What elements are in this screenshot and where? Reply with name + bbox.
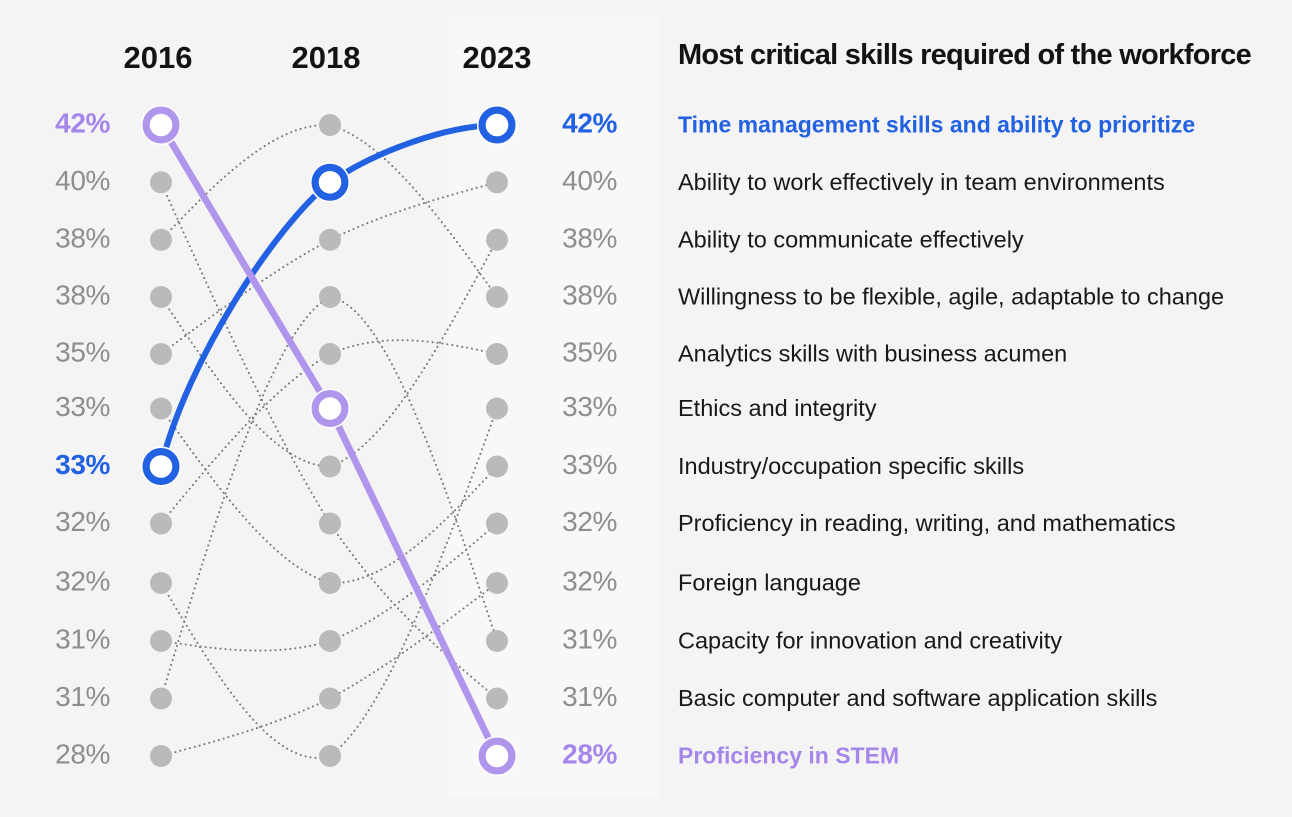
svg-text:38%: 38% — [562, 222, 617, 253]
svg-text:32%: 32% — [562, 506, 617, 537]
svg-text:Proficiency in STEM: Proficiency in STEM — [678, 743, 899, 769]
svg-text:2016: 2016 — [124, 40, 193, 75]
svg-text:31%: 31% — [55, 681, 110, 712]
svg-text:40%: 40% — [55, 165, 110, 196]
svg-text:Proficiency in reading, writin: Proficiency in reading, writing, and mat… — [678, 510, 1176, 536]
svg-text:Ability to work effectively in: Ability to work effectively in team envi… — [678, 169, 1165, 195]
svg-text:40%: 40% — [562, 165, 617, 196]
svg-text:28%: 28% — [55, 739, 110, 770]
svg-text:31%: 31% — [562, 624, 617, 655]
svg-text:Ethics and integrity: Ethics and integrity — [678, 395, 877, 421]
svg-text:32%: 32% — [562, 566, 617, 597]
svg-text:Willingness to be flexible, ag: Willingness to be flexible, agile, adapt… — [678, 284, 1224, 310]
svg-text:35%: 35% — [55, 337, 110, 368]
svg-text:28%: 28% — [562, 739, 617, 770]
svg-text:42%: 42% — [55, 108, 110, 139]
svg-text:Foreign language: Foreign language — [678, 570, 861, 596]
svg-text:Most critical skills required: Most critical skills required of the wor… — [678, 39, 1252, 71]
svg-text:31%: 31% — [55, 624, 110, 655]
svg-text:31%: 31% — [562, 681, 617, 712]
svg-text:Analytics skills with business: Analytics skills with business acumen — [678, 341, 1067, 367]
svg-text:32%: 32% — [55, 566, 110, 597]
svg-text:35%: 35% — [562, 337, 617, 368]
svg-text:Ability to communicate effecti: Ability to communicate effectively — [678, 226, 1024, 252]
svg-text:2023: 2023 — [463, 40, 532, 75]
svg-text:Time management skills and abi: Time management skills and ability to pr… — [678, 112, 1195, 138]
svg-text:33%: 33% — [562, 449, 617, 480]
svg-text:33%: 33% — [55, 449, 110, 480]
svg-text:2018: 2018 — [292, 40, 361, 75]
svg-text:32%: 32% — [55, 506, 110, 537]
svg-text:42%: 42% — [562, 108, 617, 139]
svg-text:33%: 33% — [55, 391, 110, 422]
svg-text:38%: 38% — [55, 280, 110, 311]
svg-text:Capacity for innovation and cr: Capacity for innovation and creativity — [678, 628, 1062, 654]
svg-text:38%: 38% — [55, 222, 110, 253]
svg-text:Industry/occupation specific s: Industry/occupation specific skills — [678, 453, 1024, 479]
svg-text:33%: 33% — [562, 391, 617, 422]
svg-text:Basic computer and software ap: Basic computer and software application … — [678, 685, 1157, 711]
svg-text:38%: 38% — [562, 280, 617, 311]
